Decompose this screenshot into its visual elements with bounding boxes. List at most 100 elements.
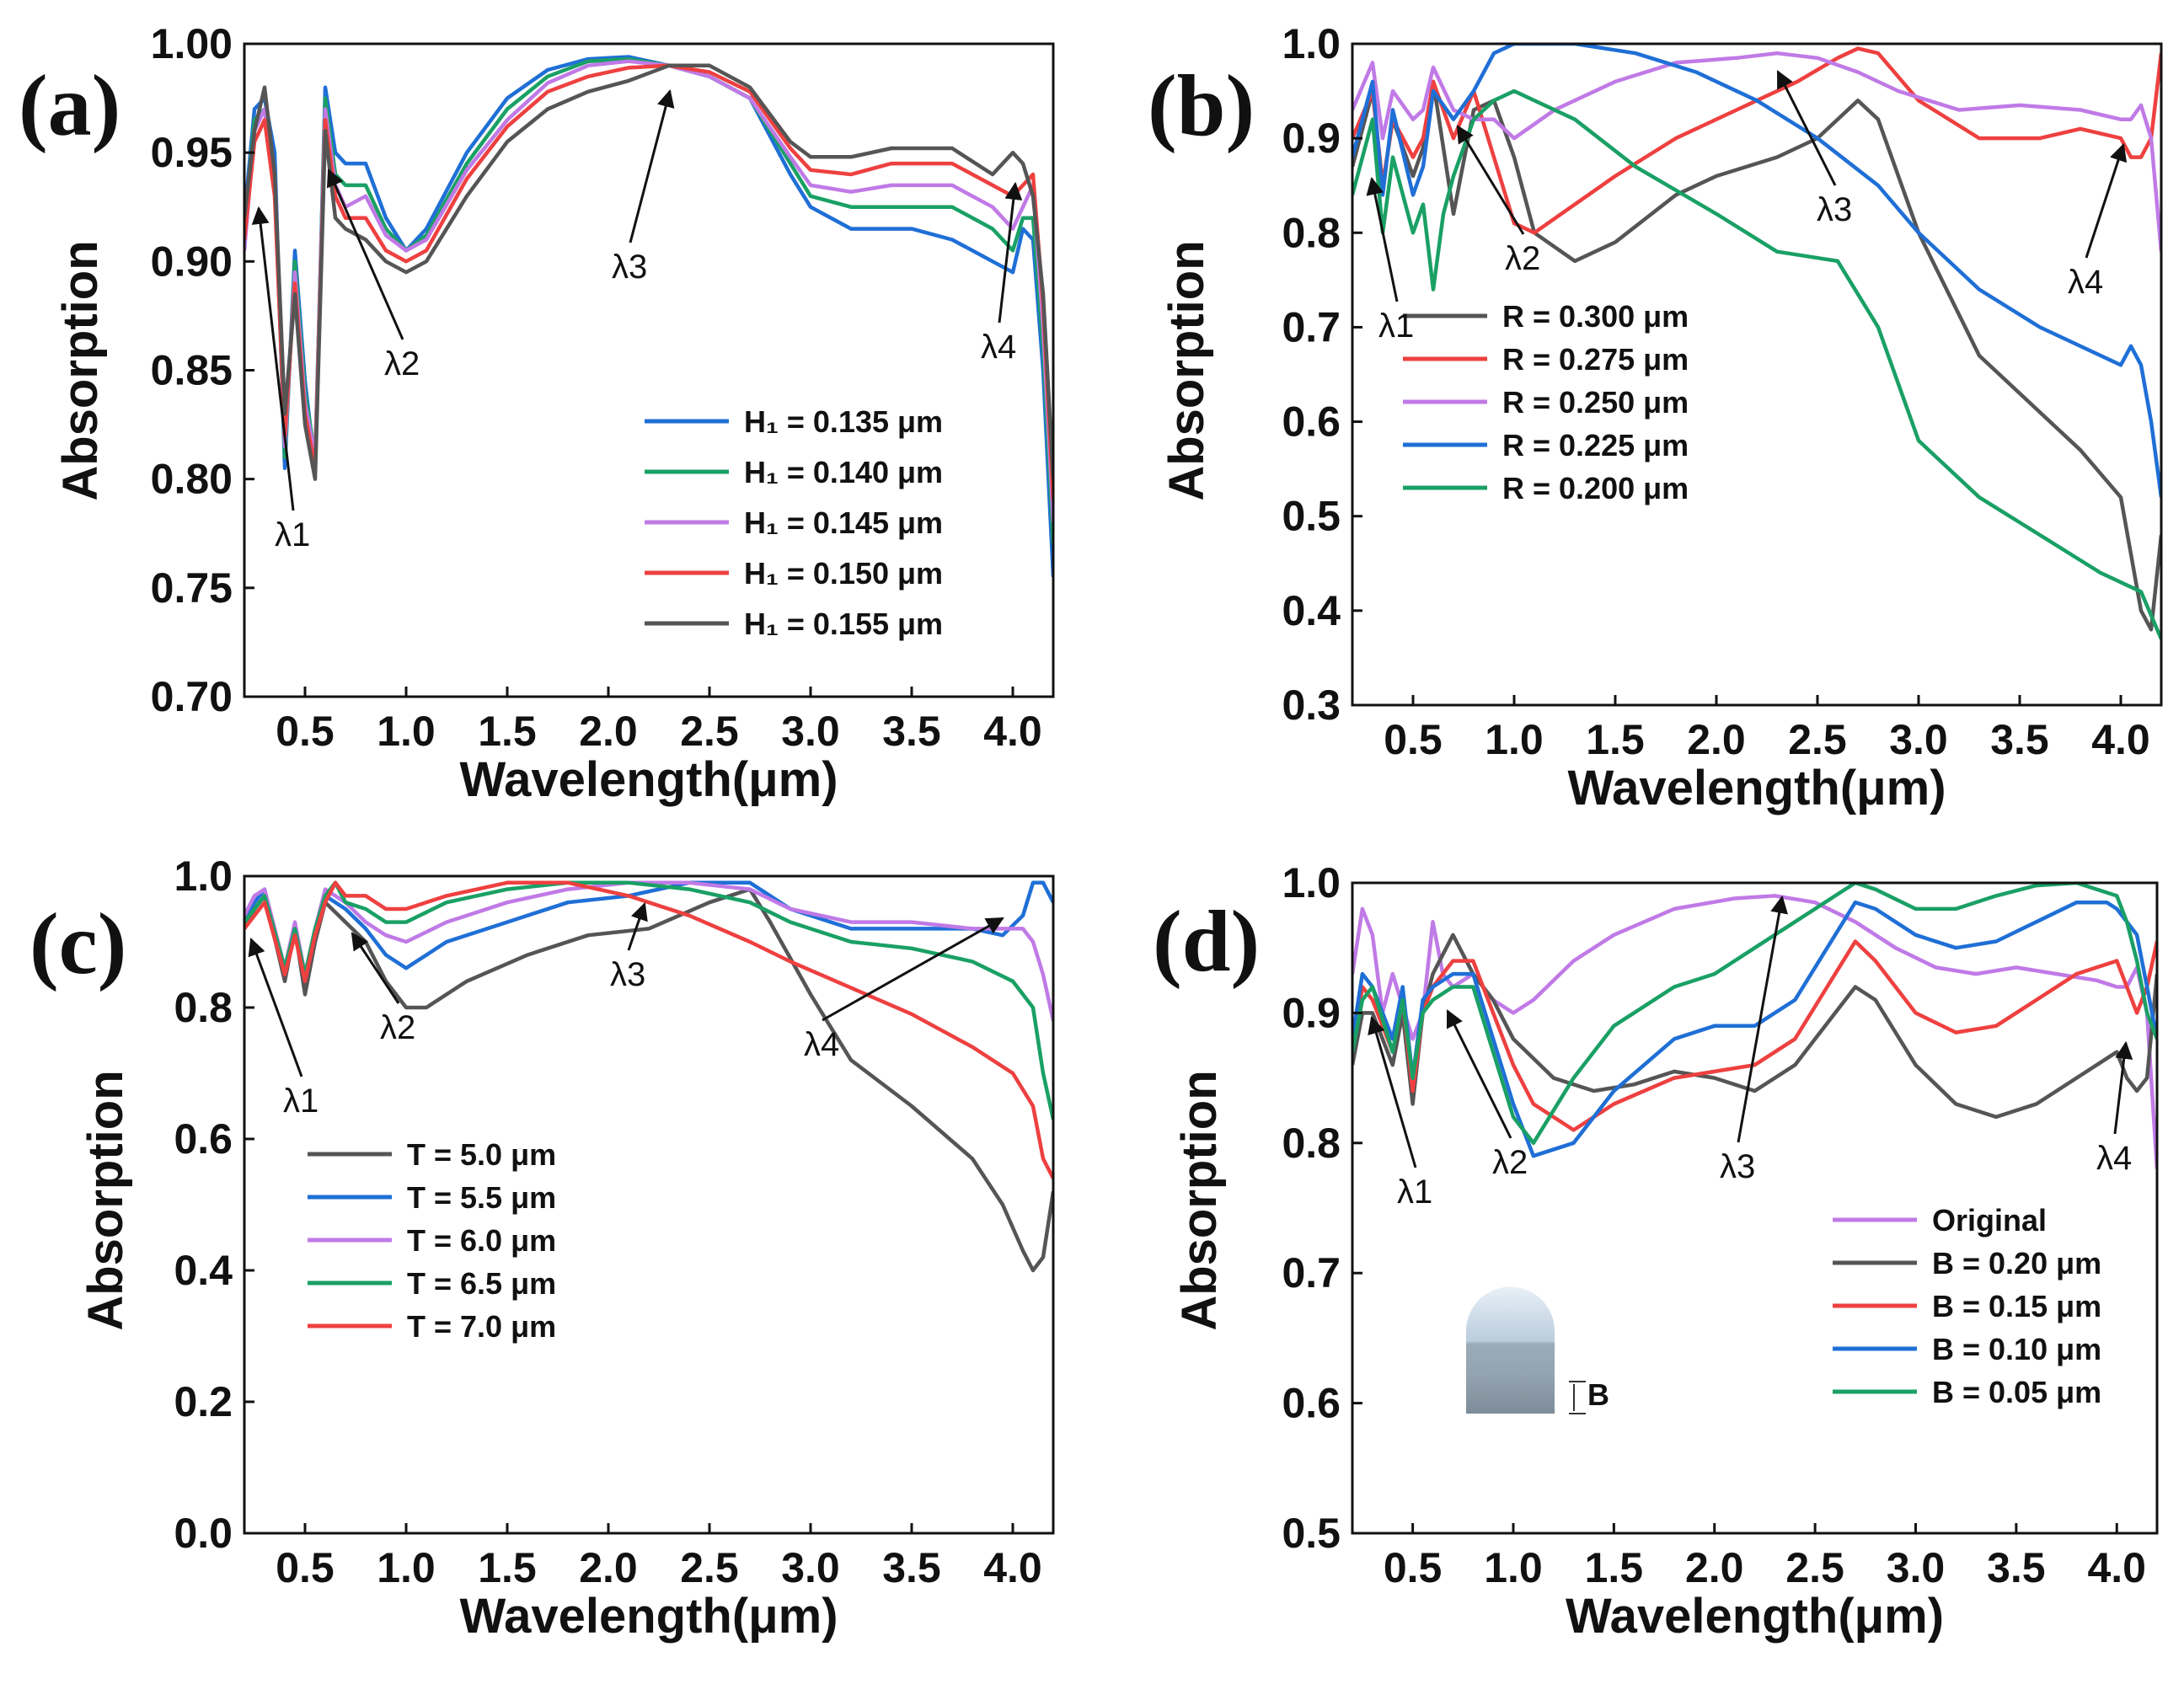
legend: T = 5.0 μm T = 5.5 μm T = 6.0 μm T = 6.5 μm… bbox=[308, 1137, 556, 1344]
annotation-label: λ2 bbox=[1492, 1144, 1528, 1181]
legend-label: Original bbox=[1932, 1203, 2047, 1238]
annotation-label: λ4 bbox=[981, 329, 1016, 366]
chart-panel-d: 0.5 1.0 1.5 2.0 2.5 3.0 3.5 4.0 0.5 0.6 0.7 0.8 0.9 1… bbox=[1153, 859, 2159, 1644]
y-tick-label: 0.2 bbox=[174, 1378, 233, 1425]
y-tick-label: 0.90 bbox=[151, 238, 233, 285]
series-line bbox=[1352, 44, 2161, 498]
legend-label: T = 6.5 μm bbox=[407, 1266, 556, 1301]
legend: Original B = 0.20 μm B = 0.15 μm B = 0.10 μ… bbox=[1833, 1203, 2101, 1409]
series-line bbox=[244, 880, 1053, 1179]
panel-label: (b) bbox=[1148, 57, 1255, 154]
annotation-arrow bbox=[1366, 176, 1399, 302]
y-tick-label: 0.6 bbox=[174, 1115, 233, 1163]
x-tick-label: 2.0 bbox=[1687, 716, 1746, 763]
x-tick-label: 0.5 bbox=[276, 1544, 335, 1591]
x-tick-label: 3.5 bbox=[1990, 716, 2049, 763]
annotation-label: λ3 bbox=[1720, 1148, 1755, 1185]
x-tick-label: 2.5 bbox=[680, 708, 739, 755]
y-tick-label: 1.0 bbox=[1282, 20, 1341, 67]
x-tick-label: 1.5 bbox=[478, 708, 537, 755]
legend-label: T = 5.0 μm bbox=[407, 1137, 556, 1172]
x-tick-label: 3.5 bbox=[1987, 1544, 2046, 1591]
annotation-arrow bbox=[998, 181, 1023, 323]
inset-pillar-icon: B bbox=[1466, 1286, 1609, 1414]
series-line bbox=[1352, 88, 2161, 640]
x-tick-label: 1.0 bbox=[1485, 716, 1544, 763]
annotation-arrow bbox=[251, 206, 295, 511]
y-tick-label: 0.5 bbox=[1282, 493, 1341, 540]
annotation-arrow bbox=[1446, 1009, 1512, 1139]
y-tick-label: 1.00 bbox=[151, 20, 233, 67]
y-axis-title: Absorption bbox=[53, 240, 108, 500]
legend: H₁ = 0.135 μm H₁ = 0.140 μm H₁ = 0.145 μm H… bbox=[645, 404, 943, 641]
legend-label: H₁ = 0.150 μm bbox=[744, 556, 943, 591]
legend-label: T = 5.5 μm bbox=[407, 1180, 556, 1215]
legend-label: B = 0.15 μm bbox=[1932, 1289, 2101, 1323]
inset-label: B bbox=[1587, 1377, 1609, 1412]
y-tick-label: 0.95 bbox=[151, 129, 233, 176]
x-tick-label: 3.0 bbox=[1889, 716, 1948, 763]
x-tick-label: 2.0 bbox=[1685, 1544, 1744, 1591]
panel-label: (a) bbox=[19, 57, 120, 154]
plot-frame bbox=[243, 874, 1055, 1535]
y-tick-label: 0.4 bbox=[174, 1247, 233, 1294]
legend: R = 0.300 μm R = 0.275 μm R = 0.250 μm R = … bbox=[1403, 299, 1689, 505]
y-axis-title: Absorption bbox=[1172, 1070, 1227, 1330]
x-tick-label: 2.5 bbox=[1785, 1544, 1844, 1591]
annotation-label: λ3 bbox=[1817, 191, 1852, 228]
annotation-label: λ2 bbox=[380, 1009, 415, 1046]
y-tick-label: 0.7 bbox=[1282, 303, 1341, 350]
annotation-arrow bbox=[1368, 1015, 1417, 1168]
x-tick-label: 3.0 bbox=[1887, 1544, 1946, 1591]
panel-label: (c) bbox=[29, 895, 126, 992]
annotation-label: λ4 bbox=[2096, 1140, 2132, 1177]
y-tick-label: 0.75 bbox=[151, 564, 233, 612]
y-tick-label: 0.4 bbox=[1282, 587, 1341, 634]
x-tick-label: 1.5 bbox=[478, 1544, 537, 1591]
x-tick-label: 1.0 bbox=[1484, 1544, 1543, 1591]
y-axis-title: Absorption bbox=[1159, 240, 1214, 500]
y-tick-label: 0.85 bbox=[151, 347, 233, 394]
y-tick-label: 1.0 bbox=[174, 853, 233, 900]
y-tick-label: 0.0 bbox=[174, 1510, 233, 1557]
y-tick-label: 1.0 bbox=[1282, 859, 1341, 906]
legend-label: T = 7.0 μm bbox=[407, 1309, 556, 1344]
legend-label: R = 0.300 μm bbox=[1502, 299, 1689, 334]
series-line bbox=[1352, 894, 2157, 1169]
series-line bbox=[1352, 51, 2161, 252]
x-tick-label: 0.5 bbox=[1384, 716, 1443, 763]
annotation-label: λ1 bbox=[275, 516, 310, 553]
annotation-label: λ1 bbox=[1397, 1173, 1432, 1211]
legend-label: H₁ = 0.145 μm bbox=[744, 505, 943, 540]
series-line bbox=[1352, 46, 2161, 235]
x-tick-label: 2.0 bbox=[579, 1544, 638, 1591]
y-tick-label: 0.80 bbox=[151, 456, 233, 503]
series-line bbox=[244, 63, 1053, 481]
x-tick-label: 0.5 bbox=[276, 708, 335, 755]
x-tick-label: 2.5 bbox=[1788, 716, 1847, 763]
legend-label: B = 0.20 μm bbox=[1932, 1246, 2101, 1280]
x-tick-label: 3.0 bbox=[781, 708, 840, 755]
legend-label: R = 0.200 μm bbox=[1502, 471, 1689, 505]
annotation-arrow bbox=[629, 88, 675, 243]
legend-label: R = 0.275 μm bbox=[1502, 342, 1689, 377]
annotation-arrow bbox=[1737, 895, 1789, 1143]
series-line bbox=[244, 59, 1053, 523]
y-tick-label: 0.3 bbox=[1282, 682, 1341, 729]
y-tick-label: 0.8 bbox=[1282, 1120, 1341, 1167]
legend-label: T = 6.0 μm bbox=[407, 1223, 556, 1258]
x-tick-label: 4.0 bbox=[983, 1544, 1042, 1591]
y-axis-title: Absorption bbox=[78, 1070, 133, 1330]
x-tick-label: 2.5 bbox=[680, 1544, 739, 1591]
legend-label: R = 0.250 μm bbox=[1502, 385, 1689, 420]
annotation-label: λ4 bbox=[2068, 264, 2103, 301]
x-tick-label: 1.5 bbox=[1586, 716, 1645, 763]
chart-panel-c: 0.5 1.0 1.5 2.0 2.5 3.0 3.5 4.0 0.0 0.2 0.4 0.6 0.8 1… bbox=[29, 853, 1055, 1644]
annotation-label: λ3 bbox=[612, 249, 647, 286]
x-tick-label: 4.0 bbox=[983, 708, 1042, 755]
y-tick-label: 0.8 bbox=[1282, 209, 1341, 256]
y-tick-label: 0.70 bbox=[151, 673, 233, 720]
panel-label: (d) bbox=[1153, 893, 1260, 990]
